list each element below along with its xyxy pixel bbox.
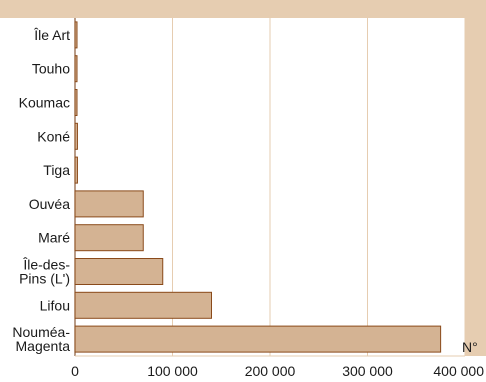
bar <box>74 55 78 83</box>
bar <box>74 325 442 353</box>
bar <box>74 224 144 252</box>
bar <box>74 258 164 285</box>
x-tick-label: 200 000 <box>245 363 296 379</box>
category-label: Maré <box>38 230 70 246</box>
category-label: Tiga <box>43 162 70 178</box>
category-label-line: Koné <box>37 128 70 144</box>
category-label: Île Art <box>33 27 70 43</box>
chart-frame <box>0 0 486 356</box>
right-border <box>465 0 486 356</box>
category-label-line: Nouméa- <box>12 324 70 340</box>
category-label-line: Maré <box>38 230 70 246</box>
category-label: Ouvéa <box>29 196 70 212</box>
category-label-line: Koumac <box>19 95 70 111</box>
x-tick-labels: 0 100 000 200 000 300 000 400 000 <box>71 363 484 379</box>
bar <box>74 89 78 116</box>
x-unit-label: N° <box>462 339 478 355</box>
bar <box>74 291 212 319</box>
category-label-line: Pins (L') <box>19 271 70 287</box>
category-label-line: Île Art <box>33 27 70 43</box>
category-labels: Île Art Touho Koumac Koné Tiga Ouvéa Maré Île-d… <box>12 27 70 354</box>
category-label-line: Tiga <box>43 162 70 178</box>
x-tick-label: 100 000 <box>147 363 198 379</box>
category-label-line: Magenta <box>16 338 71 354</box>
bars <box>74 21 442 353</box>
x-tick-label: 400 000 <box>433 363 484 379</box>
x-tick-label: 300 000 <box>342 363 393 379</box>
category-label-line: Touho <box>32 61 70 77</box>
category-label: Koumac <box>19 95 70 111</box>
bar <box>74 21 78 49</box>
category-label-line: Ouvéa <box>29 196 70 212</box>
x-tick-label: 0 <box>71 363 79 379</box>
category-label: Lifou <box>40 297 70 313</box>
bar <box>74 122 78 150</box>
bar <box>74 156 78 184</box>
category-label-line: Île-des- <box>22 257 70 273</box>
category-label-line: Lifou <box>40 297 70 313</box>
category-label: Nouméa-Magenta <box>12 324 70 354</box>
category-label: Île-des-Pins (L') <box>19 257 70 287</box>
header-band <box>0 0 486 18</box>
bar <box>74 190 144 218</box>
category-label: Touho <box>32 61 70 77</box>
category-label: Koné <box>37 128 70 144</box>
